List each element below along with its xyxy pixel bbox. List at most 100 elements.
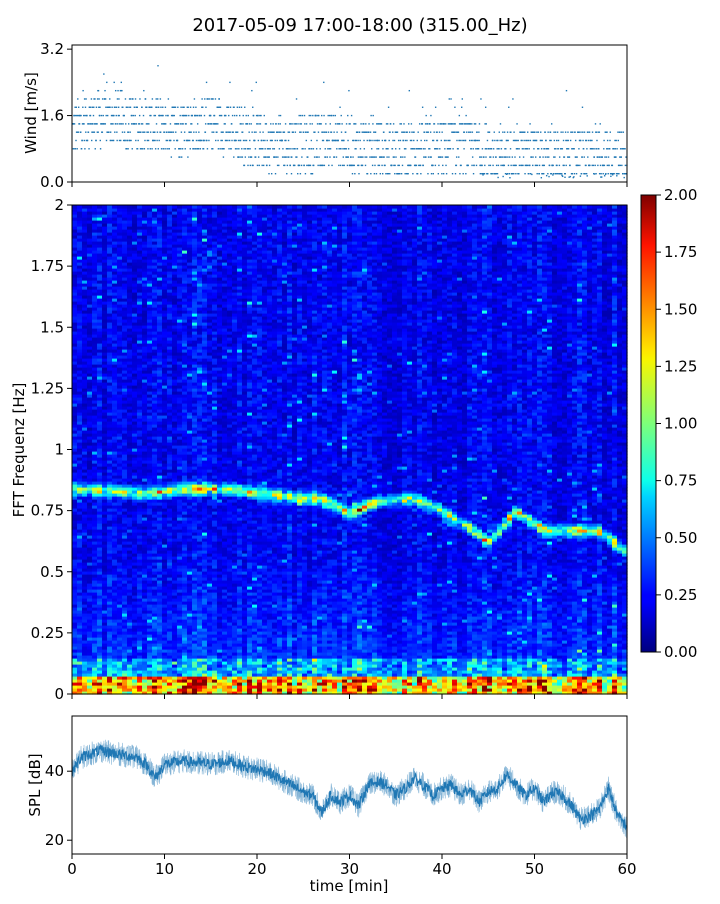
wind-point xyxy=(244,165,245,166)
wind-point xyxy=(190,148,191,149)
wind-point xyxy=(102,131,103,132)
wind-point xyxy=(219,148,220,149)
wind-point xyxy=(300,131,301,132)
wind-point xyxy=(288,156,289,157)
wind-point xyxy=(594,148,595,149)
wind-point xyxy=(478,148,479,149)
wind-point xyxy=(252,165,253,166)
wind-point xyxy=(502,131,503,132)
wind-point xyxy=(413,140,414,141)
wind-point xyxy=(625,165,626,166)
wind-point xyxy=(166,148,167,149)
wind-point xyxy=(108,131,109,132)
wind-point xyxy=(135,140,136,141)
wind-point xyxy=(83,123,84,124)
wind-point xyxy=(227,140,228,141)
wind-point xyxy=(375,131,376,132)
wind-point xyxy=(358,173,359,174)
wind-point xyxy=(447,156,448,157)
wind-point xyxy=(424,140,425,141)
wind-point xyxy=(384,165,385,166)
wind-point xyxy=(394,140,395,141)
wind-point xyxy=(342,165,343,166)
wind-point xyxy=(212,148,213,149)
wind-point xyxy=(328,115,329,116)
wind-point xyxy=(501,140,502,141)
wind-point xyxy=(103,73,104,74)
wind-point xyxy=(573,148,574,149)
wind-point xyxy=(343,165,344,166)
wind-point xyxy=(616,140,617,141)
wind-point xyxy=(400,156,401,157)
wind-point xyxy=(479,123,480,124)
wind-point xyxy=(155,148,156,149)
wind-point xyxy=(513,131,514,132)
wind-point xyxy=(436,131,437,132)
wind-point xyxy=(242,123,243,124)
wind-point xyxy=(621,131,622,132)
wind-point xyxy=(214,115,215,116)
wind-point xyxy=(122,107,123,108)
wind-point xyxy=(547,156,548,157)
wind-point xyxy=(139,98,140,99)
wind-point xyxy=(493,148,494,149)
wind-point xyxy=(223,148,224,149)
wind-point xyxy=(381,123,382,124)
wind-point xyxy=(234,115,235,116)
wind-point xyxy=(300,115,301,116)
wind-point xyxy=(450,98,451,99)
wind-point xyxy=(239,115,240,116)
spectrogram-cell xyxy=(142,205,148,209)
wind-point xyxy=(309,148,310,149)
wind-point xyxy=(389,173,390,174)
wind-point xyxy=(597,165,598,166)
wind-point xyxy=(202,107,203,108)
wind-point xyxy=(132,148,133,149)
wind-point xyxy=(188,115,189,116)
spectrogram-cell xyxy=(107,205,113,209)
wind-point xyxy=(613,148,614,149)
wind-point xyxy=(312,115,313,116)
wind-point xyxy=(312,173,313,174)
wind-point xyxy=(600,173,601,174)
wind-point xyxy=(562,131,563,132)
wind-point xyxy=(287,165,288,166)
wind-point xyxy=(333,131,334,132)
wind-point xyxy=(233,107,234,108)
wind-point xyxy=(529,165,530,166)
wind-point xyxy=(83,115,84,116)
wind-point xyxy=(463,148,464,149)
wind-point xyxy=(602,156,603,157)
wind-point xyxy=(98,131,99,132)
wind-point xyxy=(482,148,483,149)
wind-point xyxy=(132,98,133,99)
wind-point xyxy=(465,173,466,174)
wind-point xyxy=(417,173,418,174)
wind-point xyxy=(306,140,307,141)
wind-point xyxy=(301,156,302,157)
wind-point xyxy=(416,165,417,166)
wind-point xyxy=(604,165,605,166)
wind-point xyxy=(295,131,296,132)
wind-point xyxy=(142,123,143,124)
wind-point xyxy=(584,156,585,157)
wind-point xyxy=(579,165,580,166)
wind-point xyxy=(335,115,336,116)
wind-point xyxy=(198,148,199,149)
wind-point xyxy=(568,140,569,141)
wind-point xyxy=(574,173,575,174)
wind-point xyxy=(610,131,611,132)
wind-point xyxy=(76,107,77,108)
wind-point xyxy=(255,148,256,149)
wind-point xyxy=(317,165,318,166)
wind-point xyxy=(338,165,339,166)
wind-point xyxy=(139,123,140,124)
wind-point xyxy=(435,107,436,108)
wind-point xyxy=(336,156,337,157)
wind-point xyxy=(564,177,565,178)
wind-point xyxy=(334,156,335,157)
wind-point xyxy=(425,123,426,124)
wind-point xyxy=(508,107,509,108)
wind-point xyxy=(278,123,279,124)
wind-point xyxy=(84,98,85,99)
